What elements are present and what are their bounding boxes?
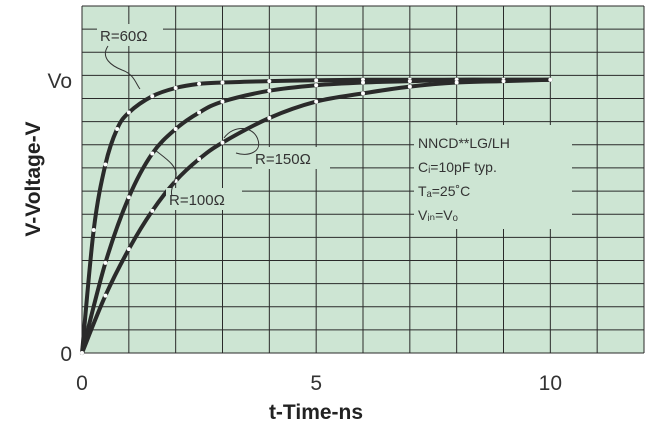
data-point <box>314 99 319 104</box>
data-series <box>80 77 553 355</box>
condition-temperature: Tₐ=25˚C <box>418 183 470 199</box>
data-point <box>150 94 155 99</box>
label-r100: R=100Ω <box>169 192 225 209</box>
data-point <box>126 110 131 115</box>
data-point <box>407 84 412 89</box>
x-tick-label: 0 <box>76 372 88 395</box>
series-line-2 <box>80 77 553 355</box>
data-point <box>267 79 272 84</box>
label-bg-r150 <box>252 147 330 169</box>
x-axis-title: t-Time-ns <box>269 401 363 424</box>
y-axis-title: V-Voltage-V <box>22 121 45 236</box>
data-point <box>220 140 225 145</box>
curve-labels: R=60Ω R=150Ω R=100Ω <box>97 24 330 210</box>
conditions-box: NNCD**LG/LH Cᵢ=10pF typ. Tₐ=25˚C Vᵢₙ=Vₒ <box>414 125 572 229</box>
data-point <box>197 81 202 86</box>
data-point <box>267 88 272 93</box>
label-bg-r60 <box>97 24 163 46</box>
y-tick-label: 0 <box>60 343 72 366</box>
data-point <box>314 78 319 83</box>
data-point <box>267 116 272 121</box>
data-point <box>103 162 108 167</box>
conditions-box-bg <box>414 125 572 229</box>
data-point <box>407 79 412 84</box>
y-tick-label: Vo <box>47 70 72 93</box>
label-bg-r100 <box>166 188 242 210</box>
data-point <box>220 99 225 104</box>
condition-device: NNCD**LG/LH <box>418 135 510 151</box>
data-point <box>314 83 319 88</box>
data-point <box>220 80 225 85</box>
data-point <box>197 110 202 115</box>
data-point <box>548 77 553 82</box>
data-point <box>173 85 178 90</box>
leader-r150 <box>223 128 260 155</box>
data-point <box>126 195 131 200</box>
data-point <box>103 260 108 265</box>
data-point <box>91 228 96 233</box>
data-point <box>197 157 202 162</box>
leader-r60 <box>104 45 141 90</box>
y-tick-labels: 0 Vo <box>47 70 72 366</box>
data-point <box>361 91 365 96</box>
label-r150: R=150Ω <box>255 151 311 168</box>
data-point <box>454 80 459 85</box>
data-point <box>150 208 155 213</box>
data-point <box>80 351 84 355</box>
data-point <box>115 126 120 131</box>
x-tick-label: 10 <box>539 372 562 395</box>
data-point <box>173 126 178 131</box>
x-tick-labels: 0 5 10 <box>76 372 562 395</box>
data-point <box>361 80 365 85</box>
data-point <box>501 79 506 84</box>
leader-r100 <box>154 149 177 197</box>
data-point <box>126 247 131 252</box>
data-point <box>150 151 155 156</box>
condition-capacitance: Cᵢ=10pF typ. <box>418 159 497 175</box>
x-tick-label: 5 <box>310 372 322 395</box>
condition-input: Vᵢₙ=Vₒ <box>418 207 458 223</box>
data-point <box>103 293 108 298</box>
label-r60: R=60Ω <box>100 28 148 45</box>
